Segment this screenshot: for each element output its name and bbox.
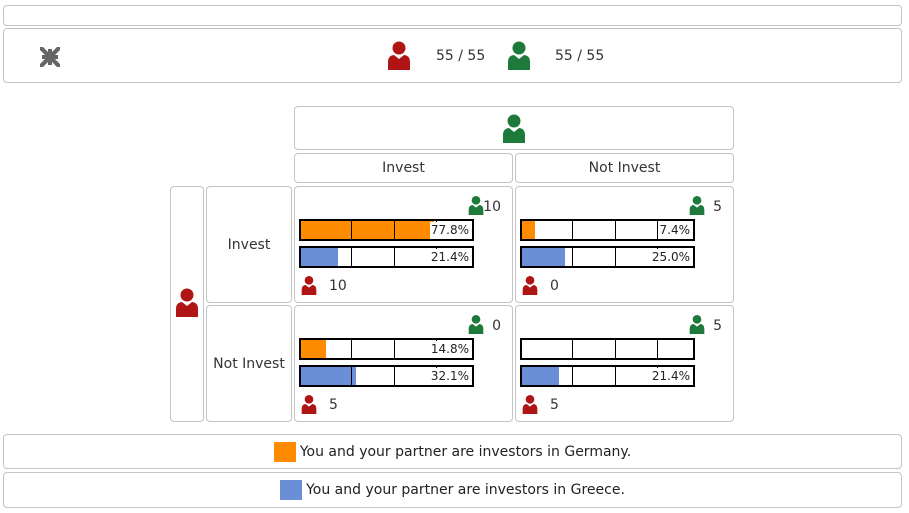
germany-swatch <box>273 441 296 462</box>
greece-legend-text: You and your partner are investors in Gr… <box>306 482 625 498</box>
top-strip <box>3 5 902 26</box>
bar-tick <box>394 248 395 266</box>
green-player-icon <box>689 195 705 219</box>
germany-bar <box>520 338 695 360</box>
germany-bar: 7.4% <box>520 219 695 241</box>
bar-tick <box>572 248 573 266</box>
germany-bar-fill <box>301 340 327 358</box>
col-label-not-invest: Not Invest <box>515 153 734 183</box>
bar-tick <box>615 221 616 239</box>
collapse-arrows-icon[interactable] <box>38 45 62 69</box>
bar-tick <box>394 340 395 358</box>
greece-bar: 21.4% <box>520 365 695 387</box>
greece-bar-percent: 21.4% <box>650 368 691 385</box>
payoff-cell: 0 14.8% 32.1% 5 <box>294 305 513 422</box>
bar-tick <box>615 340 616 358</box>
green-payoff: 10 <box>483 199 501 215</box>
red-score: 55 / 55 <box>436 48 486 64</box>
greece-bar-fill <box>301 248 338 266</box>
germany-legend-text: You and your partner are investors in Ge… <box>299 443 632 460</box>
germany-bar: 77.8% <box>299 219 474 241</box>
bar-tick <box>572 367 573 385</box>
payoff-cell: 5 21.4% 5 <box>515 305 734 422</box>
greece-bar-percent: 32.1% <box>429 368 470 385</box>
germany-bar-fill <box>301 221 435 239</box>
bar-tick <box>572 221 573 239</box>
red-payoff: 10 <box>329 278 347 294</box>
bar-tick <box>351 221 352 239</box>
score-bar: 55 / 55 55 / 55 <box>3 28 902 83</box>
bar-tick <box>351 340 352 358</box>
red-player-icon <box>175 287 199 321</box>
germany-bar-percent: 7.4% <box>658 222 691 239</box>
bar-tick <box>615 367 616 385</box>
legend-greece: You and your partner are investors in Gr… <box>3 472 902 508</box>
green-payoff: 0 <box>492 318 501 334</box>
green-payoff: 5 <box>713 318 722 334</box>
red-payoff: 5 <box>329 397 338 413</box>
germany-bar: 14.8% <box>299 338 474 360</box>
payoff-cell: 5 7.4% 25.0% 0 <box>515 186 734 303</box>
column-player-header <box>294 106 734 150</box>
red-player-icon <box>301 394 317 418</box>
green-player-icon <box>502 109 526 147</box>
bar-tick <box>394 221 395 239</box>
green-player-icon <box>468 314 484 338</box>
germany-bar-percent: 77.8% <box>429 222 470 239</box>
red-player-icon <box>522 394 538 418</box>
green-player-icon <box>689 314 705 338</box>
red-payoff: 0 <box>550 278 559 294</box>
green-payoff: 5 <box>713 199 722 215</box>
greece-bar: 25.0% <box>520 246 695 268</box>
red-player-icon <box>301 275 317 299</box>
greece-bar-percent: 25.0% <box>650 249 691 266</box>
greece-bar-fill <box>301 367 356 385</box>
bar-tick <box>615 248 616 266</box>
germany-bar-fill <box>522 221 535 239</box>
greece-swatch <box>280 480 303 500</box>
red-player-icon <box>522 275 538 299</box>
bar-tick <box>351 248 352 266</box>
legend-germany: You and your partner are investors in Ge… <box>3 434 902 469</box>
bar-tick <box>351 367 352 385</box>
row-label-not-invest: Not Invest <box>206 305 292 422</box>
bar-tick <box>572 340 573 358</box>
germany-bar-percent: 14.8% <box>429 341 470 358</box>
bar-tick <box>394 367 395 385</box>
row-label-invest: Invest <box>206 186 292 303</box>
row-player-header <box>170 186 204 422</box>
green-player-icon <box>507 40 531 74</box>
payoff-cell: 10 77.8% 21.4% 10 <box>294 186 513 303</box>
greece-bar-fill <box>522 248 565 266</box>
red-payoff: 5 <box>550 397 559 413</box>
bar-tick <box>657 221 658 239</box>
green-player-icon <box>468 195 484 219</box>
green-score: 55 / 55 <box>555 48 605 64</box>
greece-bar-fill <box>522 367 559 385</box>
bar-tick <box>657 340 658 358</box>
red-player-icon <box>387 40 411 74</box>
col-label-invest: Invest <box>294 153 513 183</box>
greece-bar-percent: 21.4% <box>429 249 470 266</box>
greece-bar: 21.4% <box>299 246 474 268</box>
greece-bar: 32.1% <box>299 365 474 387</box>
